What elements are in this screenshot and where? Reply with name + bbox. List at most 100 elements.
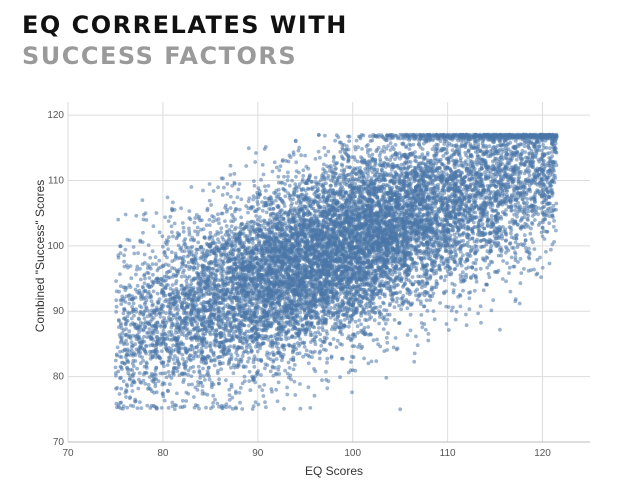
scatter-point bbox=[527, 246, 531, 251]
scatter-point bbox=[366, 174, 371, 179]
scatter-point bbox=[143, 325, 148, 330]
scatter-point bbox=[301, 173, 306, 178]
scatter-point bbox=[205, 208, 210, 213]
scatter-point bbox=[276, 174, 281, 179]
scatter-point bbox=[286, 170, 290, 175]
scatter-point bbox=[151, 289, 156, 294]
scatter-point bbox=[169, 250, 174, 255]
scatter-point bbox=[324, 369, 328, 374]
scatter-point bbox=[484, 282, 489, 287]
scatter-point bbox=[169, 224, 174, 229]
scatter-point bbox=[117, 392, 122, 396]
scatter-point bbox=[282, 347, 287, 352]
scatter-point bbox=[506, 248, 511, 253]
scatter-point bbox=[500, 194, 505, 198]
scatter-point bbox=[350, 155, 354, 160]
scatter-point bbox=[119, 323, 123, 328]
scatter-point bbox=[266, 184, 271, 188]
scatter-point bbox=[377, 295, 382, 300]
scatter-point bbox=[260, 388, 265, 392]
scatter-point bbox=[238, 400, 242, 405]
scatter-point bbox=[172, 221, 177, 226]
scatter-point bbox=[554, 163, 559, 168]
scatter-point bbox=[130, 348, 134, 353]
scatter-point bbox=[188, 353, 193, 358]
scatter-point bbox=[144, 295, 149, 299]
scatter-point bbox=[312, 393, 317, 398]
scatter-point bbox=[487, 262, 492, 267]
scatter-point bbox=[308, 406, 313, 410]
scatter-point bbox=[179, 274, 184, 279]
scatter-point bbox=[469, 276, 473, 280]
scatter-point bbox=[317, 356, 322, 361]
scatter-point bbox=[117, 332, 122, 337]
scatter-point bbox=[283, 194, 288, 199]
scatter-point bbox=[527, 173, 532, 178]
scatter-point bbox=[170, 400, 175, 405]
scatter-point bbox=[522, 171, 527, 176]
scatter-point bbox=[132, 251, 137, 256]
scatter-point bbox=[508, 140, 513, 145]
scatter-point bbox=[228, 206, 233, 210]
scatter-point bbox=[219, 176, 224, 181]
scatter-point bbox=[233, 217, 238, 222]
scatter-point bbox=[299, 153, 303, 158]
scatter-point bbox=[180, 221, 185, 225]
scatter-point bbox=[394, 300, 399, 304]
scatter-point bbox=[262, 383, 267, 387]
scatter-point bbox=[264, 210, 269, 215]
scatter-point bbox=[240, 346, 245, 350]
scatter-point bbox=[276, 380, 281, 385]
scatter-point bbox=[124, 395, 128, 399]
scatter-point bbox=[227, 333, 232, 338]
scatter-point bbox=[260, 333, 265, 338]
scatter-point bbox=[276, 367, 281, 372]
scatter-point bbox=[286, 159, 291, 164]
scatter-point bbox=[248, 345, 253, 350]
scatter-point bbox=[385, 286, 389, 291]
scatter-point bbox=[263, 195, 267, 200]
scatter-point bbox=[219, 226, 224, 231]
scatter-point bbox=[374, 359, 379, 363]
scatter-point bbox=[164, 311, 168, 315]
scatter-point bbox=[209, 203, 214, 207]
scatter-point bbox=[270, 169, 275, 174]
scatter-point bbox=[164, 375, 169, 380]
scatter-point bbox=[450, 305, 455, 310]
scatter-point bbox=[393, 143, 398, 147]
scatter-point bbox=[274, 387, 278, 392]
scatter-point bbox=[118, 284, 123, 288]
scatter-point bbox=[219, 230, 223, 235]
scatter-point bbox=[222, 185, 226, 190]
scatter-point bbox=[119, 302, 124, 306]
scatter-point bbox=[239, 215, 244, 220]
scatter-point bbox=[532, 267, 536, 272]
scatter-point bbox=[132, 313, 136, 318]
scatter-point bbox=[314, 334, 319, 339]
scatter-point bbox=[430, 147, 435, 152]
scatter-point bbox=[127, 301, 132, 306]
scatter-point bbox=[548, 146, 552, 151]
scatter-point bbox=[378, 150, 383, 155]
scatter-point bbox=[547, 221, 552, 226]
scatter-point bbox=[528, 231, 533, 236]
scatter-point bbox=[550, 154, 555, 159]
scatter-point bbox=[409, 247, 414, 252]
scatter-point bbox=[425, 153, 430, 157]
scatter-point bbox=[166, 219, 171, 224]
scatter-point bbox=[467, 307, 472, 312]
scatter-point bbox=[136, 386, 141, 391]
scatter-point bbox=[294, 174, 298, 179]
scatter-point bbox=[408, 312, 413, 317]
scatter-point bbox=[196, 383, 201, 388]
scatter-point bbox=[338, 329, 343, 333]
scatter-point bbox=[139, 406, 144, 410]
scatter-point bbox=[191, 365, 196, 369]
scatter-point bbox=[229, 219, 234, 224]
scatter-point bbox=[224, 203, 228, 208]
scatter-point bbox=[544, 249, 548, 254]
scatter-point bbox=[470, 245, 474, 250]
scatter-point bbox=[192, 220, 197, 225]
scatter-point bbox=[425, 309, 430, 313]
